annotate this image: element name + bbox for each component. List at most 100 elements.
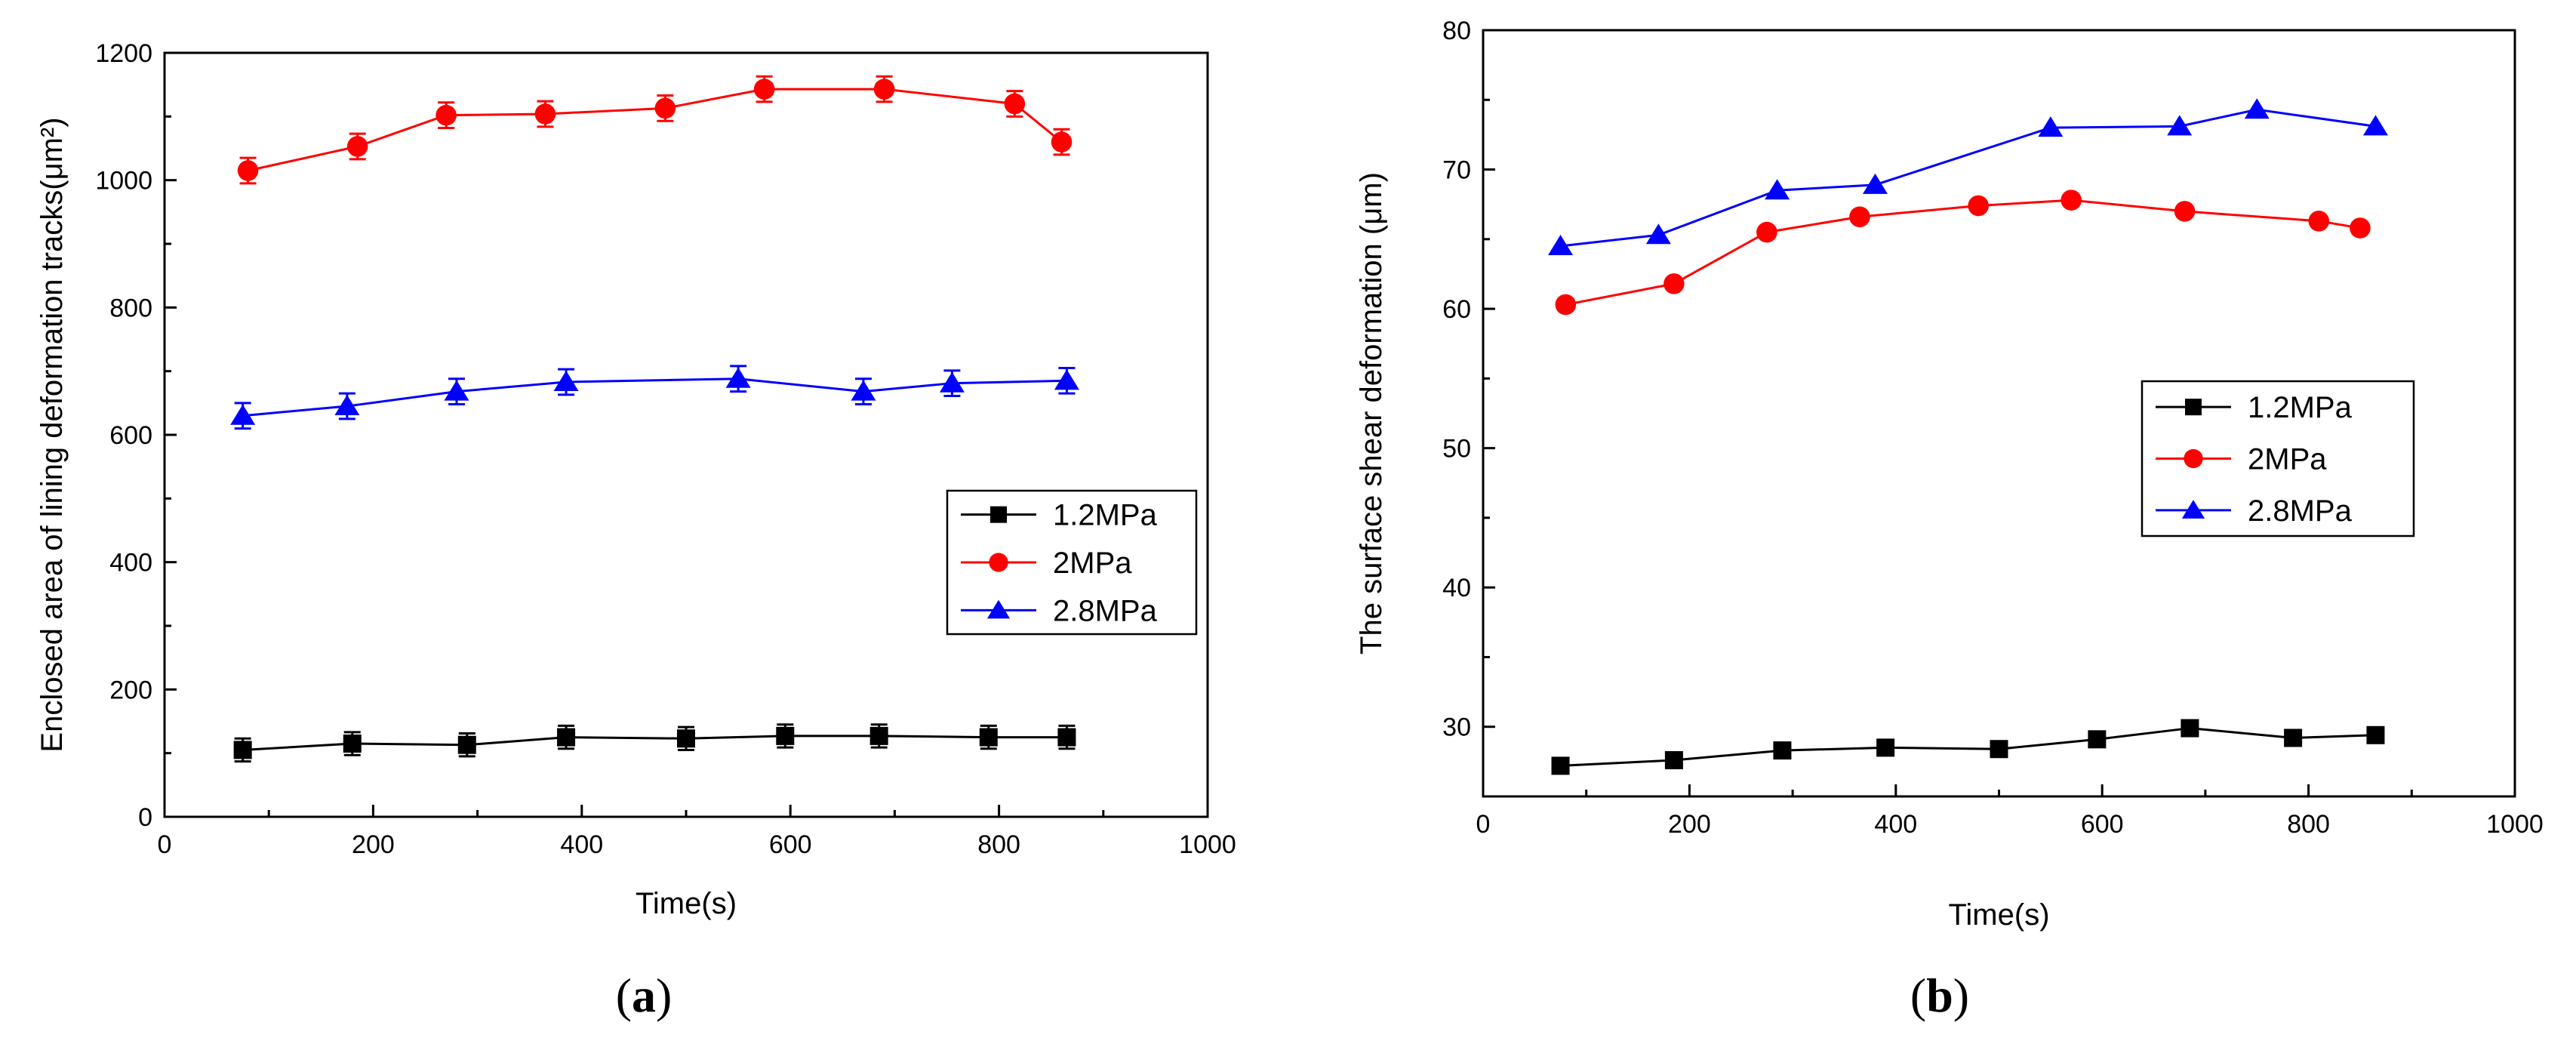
data-point xyxy=(1555,294,1577,316)
data-point xyxy=(677,729,695,748)
data-point xyxy=(237,160,259,181)
panel-label: (b) xyxy=(1910,969,1969,1022)
legend-label: 2.8MPa xyxy=(2248,494,2353,528)
x-tick-label: 1000 xyxy=(1179,830,1236,859)
data-point xyxy=(444,380,469,401)
series-2.8MPa xyxy=(1548,98,2388,256)
y-axis-title: Enclosed area of lining deformation trac… xyxy=(35,117,69,752)
x-tick-label: 400 xyxy=(560,830,603,859)
y-tick-label: 60 xyxy=(1442,295,1471,324)
legend-marker xyxy=(2184,448,2203,469)
data-point xyxy=(435,104,457,126)
x-tick-label: 800 xyxy=(2287,810,2330,839)
data-point xyxy=(1765,179,1790,200)
data-point xyxy=(1773,741,1792,760)
data-point xyxy=(1849,206,1870,228)
y-tick-label: 600 xyxy=(109,421,152,450)
data-point xyxy=(1551,756,1570,775)
x-tick-label: 1000 xyxy=(2486,810,2544,839)
data-point xyxy=(343,735,362,753)
x-tick-label: 200 xyxy=(1668,810,1711,839)
x-tick-label: 800 xyxy=(977,830,1020,859)
data-point xyxy=(776,726,795,745)
data-point xyxy=(2060,189,2082,211)
x-tick-label: 600 xyxy=(769,830,812,859)
series-2MPa xyxy=(1555,189,2371,316)
legend-label: 2MPa xyxy=(1053,547,1132,580)
data-point xyxy=(979,728,998,747)
data-point xyxy=(1004,93,1026,115)
data-point xyxy=(1548,235,1574,256)
series-2MPa xyxy=(237,75,1073,185)
data-point xyxy=(1051,131,1073,152)
y-tick-label: 40 xyxy=(1442,574,1471,602)
data-point xyxy=(1645,223,1671,245)
legend-label: 1.2MPa xyxy=(1053,499,1158,532)
series-line xyxy=(1560,108,2376,248)
data-point xyxy=(753,79,775,100)
series-2.8MPa xyxy=(230,365,1079,430)
data-point xyxy=(1968,195,1989,217)
x-tick-label: 400 xyxy=(1874,810,1917,839)
data-point xyxy=(2244,98,2270,119)
x-tick-label: 600 xyxy=(2081,810,2124,839)
legend-marker xyxy=(990,506,1007,523)
x-tick-label: 0 xyxy=(158,830,172,859)
data-point xyxy=(1990,740,2008,759)
legend-label: 1.2MPa xyxy=(2248,391,2353,424)
y-tick-label: 50 xyxy=(1442,435,1471,464)
data-point xyxy=(873,79,895,100)
legend-marker xyxy=(2185,399,2202,416)
legend-marker xyxy=(989,553,1008,572)
x-axis-title: Time(s) xyxy=(1948,898,2049,932)
data-point xyxy=(2350,217,2371,239)
data-point xyxy=(654,97,676,119)
y-tick-label: 70 xyxy=(1442,156,1471,185)
data-point xyxy=(2366,725,2385,744)
series-1.2MPa xyxy=(233,723,1076,763)
legend: 1.2MPa 2MPa 2.8MPa xyxy=(2141,380,2415,537)
data-point xyxy=(334,395,360,416)
data-point xyxy=(869,726,888,745)
data-point xyxy=(1663,273,1685,294)
y-tick-label: 1000 xyxy=(95,167,152,196)
panel-label: (a) xyxy=(616,969,672,1022)
data-point xyxy=(2181,719,2199,738)
data-point xyxy=(939,371,965,393)
y-axis-title: The surface shear deformation (μm) xyxy=(1355,172,1388,655)
data-point xyxy=(1756,221,1777,243)
data-point xyxy=(851,380,876,401)
y-tick-label: 800 xyxy=(109,294,152,322)
chart-panel-a: 0 200 400 600 800 1000 0 200 400 600 800 1000 1200 Ti… xyxy=(35,39,1236,1022)
data-point xyxy=(1876,738,1895,757)
x-tick-label: 0 xyxy=(1476,810,1491,839)
data-point xyxy=(2088,730,2107,749)
y-tick-label: 30 xyxy=(1442,713,1471,742)
data-point xyxy=(1862,173,1888,194)
y-tick-label: 400 xyxy=(109,549,152,578)
y-tick-label: 1200 xyxy=(95,39,152,68)
data-point xyxy=(553,371,579,392)
data-point xyxy=(1057,728,1076,747)
legend-marker xyxy=(2181,500,2205,519)
series-line xyxy=(242,377,1067,417)
data-point xyxy=(2167,115,2193,136)
legend-label: 2MPa xyxy=(2248,443,2327,476)
data-point xyxy=(2308,211,2330,232)
data-point xyxy=(2174,201,2196,222)
data-point xyxy=(2038,116,2064,137)
data-point xyxy=(1664,751,1683,770)
data-point xyxy=(346,136,368,157)
data-point xyxy=(230,404,256,425)
legend: 1.2MPa 2MPa 2.8MPa xyxy=(946,489,1198,636)
legend-marker xyxy=(986,599,1011,619)
data-point xyxy=(557,728,576,747)
data-point xyxy=(725,367,751,388)
legend-label: 2.8MPa xyxy=(1053,594,1158,627)
data-point xyxy=(534,103,556,125)
x-tick-label: 200 xyxy=(352,830,395,859)
data-point xyxy=(457,735,476,754)
data-point xyxy=(2284,728,2303,747)
data-point xyxy=(2362,115,2388,136)
